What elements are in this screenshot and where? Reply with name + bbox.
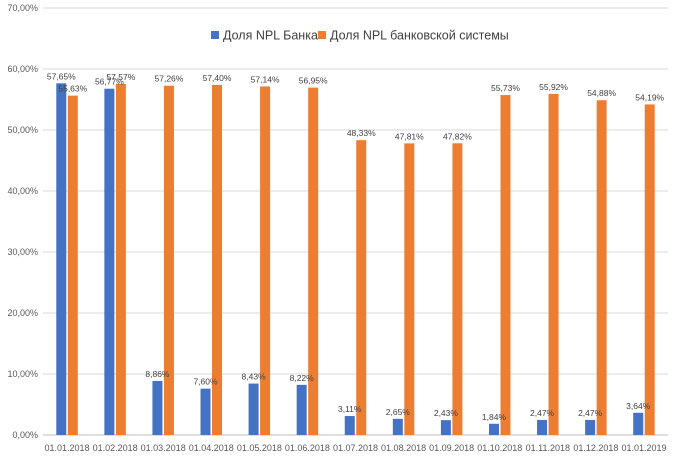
data-label-bank: 8,22% bbox=[290, 373, 315, 383]
x-tick-label: 01.10.2018 bbox=[477, 443, 522, 453]
y-tick-label: 0,00% bbox=[12, 430, 38, 440]
bar-bank bbox=[152, 380, 163, 435]
data-label-system: 48,33% bbox=[347, 128, 376, 138]
y-tick-label: 50,00% bbox=[7, 125, 38, 135]
x-tick-label: 01.12.2018 bbox=[573, 443, 618, 453]
x-tick-label: 01.04.2018 bbox=[189, 443, 234, 453]
data-label-bank: 3,11% bbox=[338, 404, 362, 414]
data-label-system: 47,81% bbox=[395, 131, 424, 141]
bar-bank bbox=[344, 416, 355, 435]
legend-item-bank: Доля NPL Банка bbox=[211, 29, 318, 43]
bar-bank bbox=[488, 423, 499, 435]
bar-bank bbox=[633, 412, 644, 435]
y-axis-ticks: 0,00% 10,00% 20,00% 30,00% 40,00% 50,00% 60,00… bbox=[7, 3, 38, 440]
bar-system bbox=[356, 140, 367, 435]
bar-bank bbox=[440, 420, 451, 435]
bar-bank bbox=[296, 384, 307, 435]
data-label-system: 55,63% bbox=[58, 84, 87, 94]
data-label-system: 57,57% bbox=[106, 72, 135, 82]
bar-bank bbox=[104, 88, 115, 435]
x-tick-label: 01.09.2018 bbox=[429, 443, 474, 453]
data-label-system: 55,92% bbox=[539, 82, 568, 92]
gridlines bbox=[43, 7, 668, 436]
data-labels: 57,65% 55,63% 56,77%57,57% 8,86% 57,26% 7,60%… bbox=[47, 71, 665, 421]
data-label-system: 57,40% bbox=[203, 73, 232, 83]
x-tick-label: 01.01.2018 bbox=[45, 443, 90, 453]
bar-bank bbox=[585, 419, 596, 435]
bar-system bbox=[404, 143, 415, 435]
data-label-bank: 57,65% bbox=[47, 71, 76, 81]
bar-bank bbox=[200, 388, 211, 435]
data-label-system: 54,19% bbox=[635, 92, 664, 102]
x-tick-label: 01.03.2018 bbox=[141, 443, 186, 453]
x-tick-label: 01.06.2018 bbox=[285, 443, 330, 453]
bar-system bbox=[163, 85, 174, 436]
data-label-system: 57,26% bbox=[155, 74, 184, 84]
x-tick-label: 01.05.2018 bbox=[237, 443, 282, 453]
data-label-bank: 8,86% bbox=[145, 369, 170, 379]
y-tick-label: 40,00% bbox=[7, 186, 38, 196]
legend-label-system: Доля NPL банковской системы bbox=[330, 29, 509, 43]
data-label-bank: 2,65% bbox=[386, 407, 411, 417]
data-label-system: 54,88% bbox=[587, 88, 616, 98]
bar-system bbox=[596, 100, 607, 436]
data-label-bank: 2,43% bbox=[434, 408, 459, 418]
bar-bank bbox=[248, 383, 259, 435]
x-tick-label: 01.11.2018 bbox=[526, 443, 570, 453]
y-tick-label: 70,00% bbox=[7, 3, 38, 13]
y-tick-label: 30,00% bbox=[7, 247, 38, 257]
data-label-bank: 3,64% bbox=[626, 401, 651, 411]
y-tick-label: 20,00% bbox=[7, 308, 38, 318]
data-label-bank: 7,60% bbox=[193, 377, 218, 387]
bars bbox=[56, 83, 655, 436]
legend-item-system: Доля NPL банковской системы bbox=[318, 29, 509, 43]
bar-system bbox=[67, 95, 78, 436]
x-tick-label: 01.08.2018 bbox=[381, 443, 426, 453]
y-tick-label: 10,00% bbox=[7, 369, 38, 379]
legend-swatch-bank bbox=[211, 31, 219, 39]
legend: Доля NPL Банка Доля NPL банковской систе… bbox=[211, 29, 509, 43]
bar-system bbox=[308, 87, 319, 435]
legend-swatch-system bbox=[318, 31, 326, 39]
x-tick-label: 01.02.2018 bbox=[93, 443, 138, 453]
x-axis-ticks: 01.01.2018 01.02.2018 01.03.2018 01.04.2018… bbox=[45, 443, 667, 453]
data-label-system: 57,14% bbox=[251, 74, 280, 84]
data-label-bank: 56,77% bbox=[95, 77, 124, 87]
bar-system bbox=[548, 93, 559, 435]
data-label-system: 47,82% bbox=[443, 131, 472, 141]
bar-system bbox=[644, 104, 655, 435]
bar-system bbox=[500, 95, 511, 435]
data-label-bank: 2,47% bbox=[530, 408, 555, 418]
bar-system bbox=[452, 143, 463, 435]
bar-bank bbox=[56, 83, 67, 436]
data-label-system: 56,95% bbox=[299, 76, 328, 86]
legend-label-bank: Доля NPL Банка bbox=[223, 29, 318, 43]
bar-system bbox=[115, 83, 126, 435]
bar-bank bbox=[392, 418, 403, 435]
x-tick-label: 01.07.2018 bbox=[333, 443, 378, 453]
data-label-bank: 8,43% bbox=[242, 372, 267, 382]
bar-system bbox=[212, 84, 223, 436]
data-label-bank: 2,47% bbox=[578, 408, 603, 418]
data-label-system: 55,73% bbox=[491, 83, 520, 93]
data-label-bank: 1,84% bbox=[482, 412, 507, 422]
y-tick-label: 60,00% bbox=[7, 64, 38, 74]
x-tick-label: 01.01.2019 bbox=[621, 443, 666, 453]
bar-system bbox=[260, 86, 271, 436]
bar-bank bbox=[537, 419, 548, 435]
